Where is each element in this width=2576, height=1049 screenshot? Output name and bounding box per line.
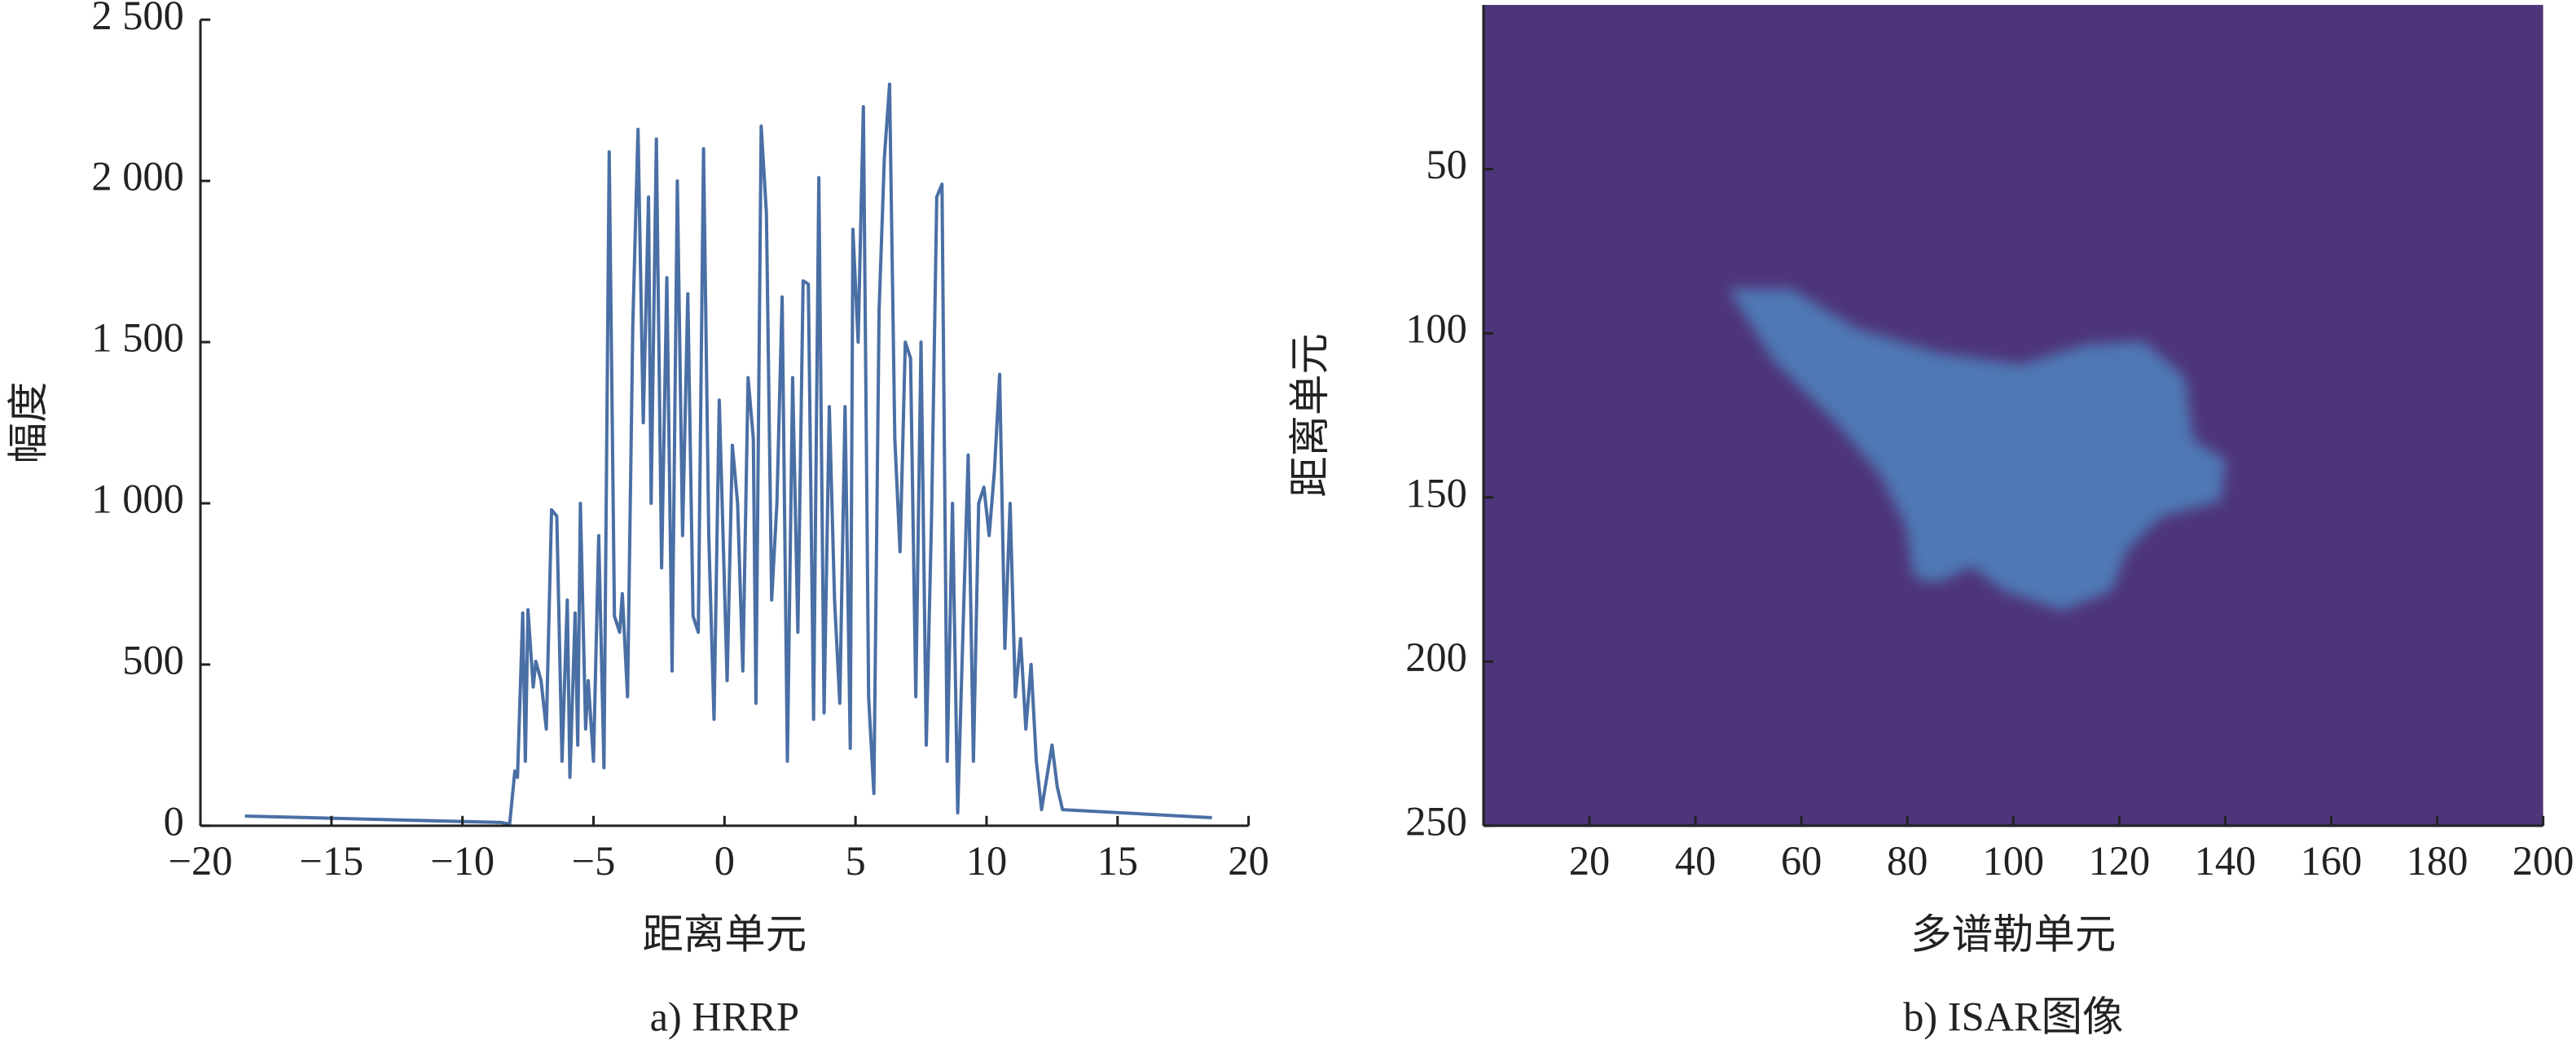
x-tick-label: 100 [1983,838,2045,884]
x-tick-label: 40 [1675,838,1716,884]
y-tick-label: 1 000 [91,476,183,522]
y-axis-label: 距离单元 [1287,333,1333,498]
x-tick-label: 20 [1569,838,1610,884]
x-tick-label: 20 [1228,838,1268,884]
y-tick-label: 200 [1405,634,1467,680]
y-tick-label: 2 500 [91,0,183,38]
caption: a) HRRP [650,994,799,1039]
y-tick-label: 150 [1405,470,1467,516]
x-tick-label: 200 [2512,838,2574,884]
x-tick-label: 5 [846,838,866,884]
y-tick-label: 50 [1426,142,1466,187]
x-tick-label: 15 [1097,838,1138,884]
x-tick-label: 140 [2195,838,2257,884]
x-tick-label: −10 [430,838,495,884]
y-tick-label: 500 [122,638,184,683]
x-tick-label: −20 [169,838,233,884]
x-tick-label: 0 [714,838,735,884]
y-tick-label: 0 [164,798,184,844]
x-tick-label: 60 [1781,838,1822,884]
target-shape [1728,288,2227,611]
y-axis-label: 幅度 [6,382,51,464]
x-tick-label: 10 [966,838,1007,884]
x-axis-label: 多谱勒单元 [1910,912,2116,958]
x-axis-label: 距离单元 [643,912,807,958]
x-tick-label: 180 [2407,838,2468,884]
x-tick-label: 120 [2089,838,2151,884]
y-tick-label: 2 000 [91,154,183,200]
y-tick-label: 1 500 [91,315,183,361]
y-tick-label: 250 [1405,798,1467,844]
x-tick-label: −5 [572,838,616,884]
y-tick-label: 100 [1405,306,1467,352]
x-tick-label: 80 [1887,838,1928,884]
x-tick-label: 160 [2301,838,2363,884]
caption: b) ISAR图像 [1903,994,2123,1039]
target-blob [1728,288,2227,611]
x-tick-label: −15 [299,838,363,884]
data-line [244,82,1212,826]
